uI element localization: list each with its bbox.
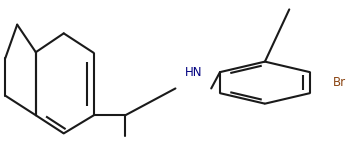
Text: HN: HN xyxy=(185,66,202,79)
Text: Br: Br xyxy=(333,76,346,89)
